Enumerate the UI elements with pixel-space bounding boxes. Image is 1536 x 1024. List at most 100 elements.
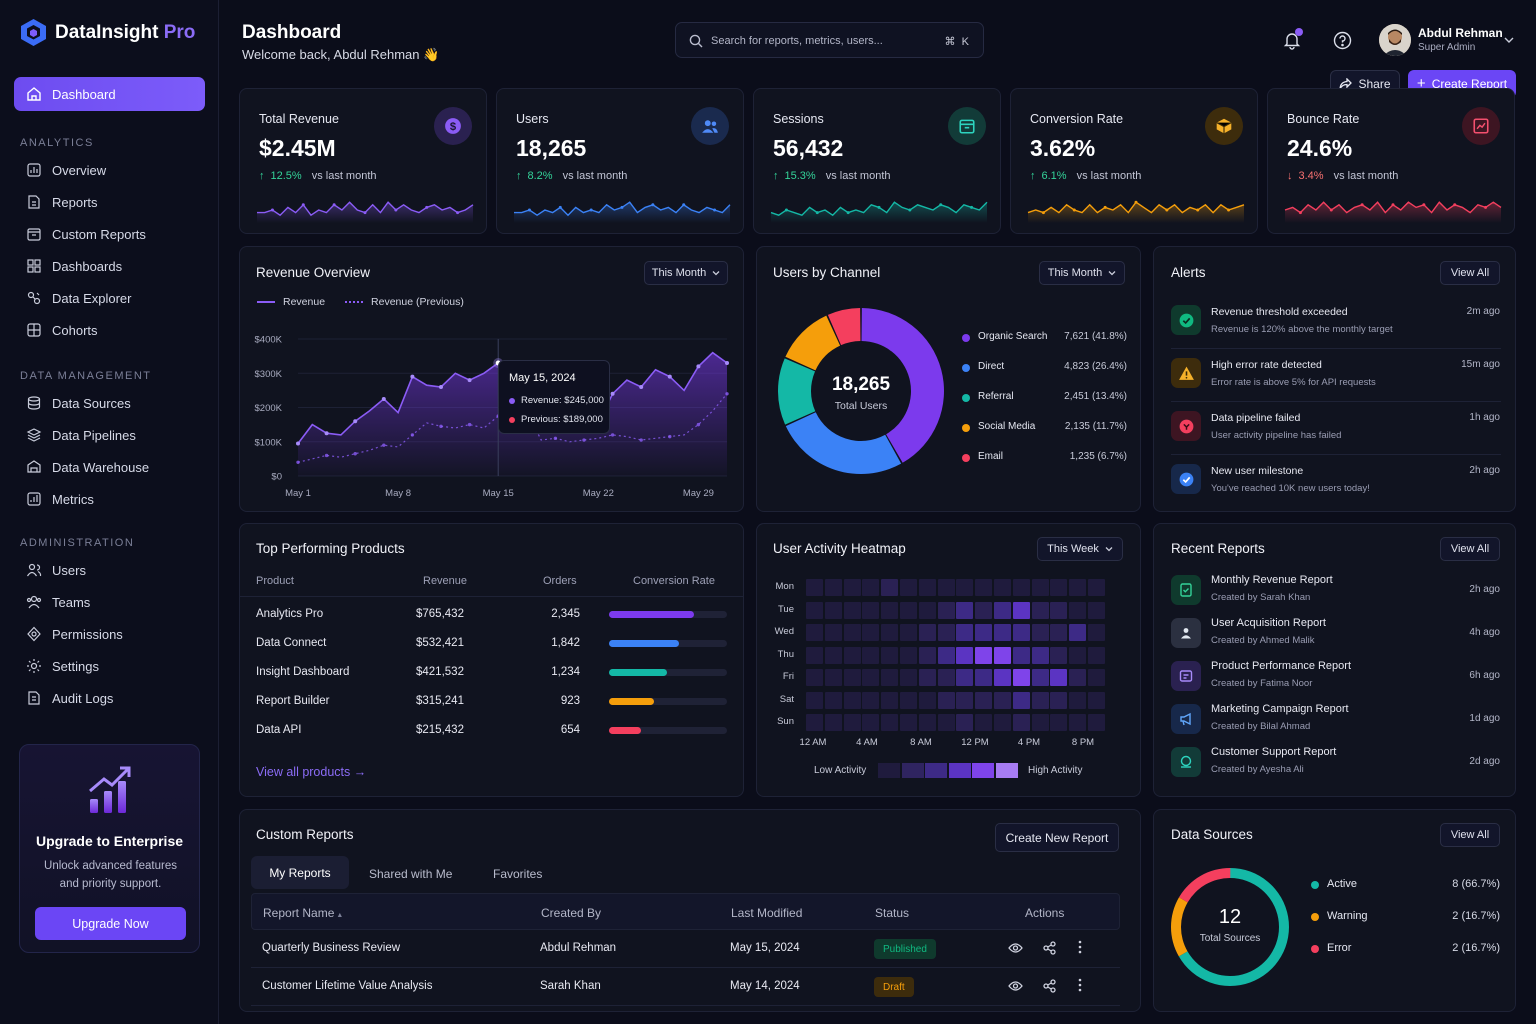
heatmap-cell[interactable] (1069, 646, 1087, 664)
heatmap-cell[interactable] (937, 714, 955, 731)
search-bar[interactable]: Search for reports, metrics, users... ⌘ … (675, 22, 984, 58)
heatmap-cell[interactable] (1050, 624, 1068, 641)
sources-view-all[interactable]: View All (1440, 823, 1500, 847)
heatmap-cell[interactable] (956, 601, 974, 619)
heatmap-cell[interactable] (1069, 579, 1087, 596)
heatmap-cell[interactable] (1031, 601, 1049, 619)
recent-view-all[interactable]: View All (1440, 537, 1500, 561)
nav-data-explorer[interactable]: Data Explorer (26, 288, 131, 308)
heatmap-cell[interactable] (843, 646, 861, 664)
heatmap-cell[interactable] (937, 579, 955, 596)
view-button[interactable] (1008, 942, 1023, 957)
heatmap-cell[interactable] (881, 714, 899, 731)
heatmap-cell[interactable] (1012, 669, 1030, 686)
product-row[interactable]: Data API $215,432 654 (240, 723, 743, 745)
heatmap-cell[interactable] (862, 579, 880, 596)
heatmap-cell[interactable] (918, 579, 936, 596)
heatmap-cell[interactable] (881, 624, 899, 641)
heatmap-cell[interactable] (975, 624, 993, 641)
nav-dashboard[interactable]: Dashboard (14, 77, 205, 111)
heatmap-cell[interactable] (1088, 624, 1105, 641)
alert-item[interactable]: New user milestone You've reached 10K new… (1154, 462, 1515, 514)
heatmap-cell[interactable] (1088, 691, 1105, 709)
heatmap-cell[interactable] (1050, 646, 1068, 664)
heatmap-cell[interactable] (994, 646, 1011, 664)
alert-item[interactable]: High error rate detected Error rate is ab… (1154, 356, 1515, 408)
heatmap-cell[interactable] (1088, 601, 1105, 619)
share-row-button[interactable] (1043, 941, 1056, 958)
heatmap-cell[interactable] (1088, 646, 1105, 664)
heatmap-cell[interactable] (918, 646, 936, 664)
heatmap-cell[interactable] (937, 624, 955, 641)
heatmap-cell[interactable] (994, 691, 1011, 709)
heatmap-cell[interactable] (975, 601, 993, 619)
heatmap-cell[interactable] (937, 669, 955, 686)
heatmap-cell[interactable] (956, 714, 974, 731)
alerts-view-all[interactable]: View All (1440, 261, 1500, 285)
heatmap-cell[interactable] (1050, 691, 1068, 709)
heatmap-cell[interactable] (806, 579, 823, 596)
heatmap-cell[interactable] (824, 646, 842, 664)
tab-favorites[interactable]: Favorites (493, 867, 543, 881)
more-button[interactable] (1078, 940, 1082, 957)
nav-dashboards[interactable]: Dashboards (26, 256, 122, 276)
heatmap-cell[interactable] (1031, 691, 1049, 709)
heatmap-cell[interactable] (881, 691, 899, 709)
heatmap-cell[interactable] (956, 646, 974, 664)
heatmap-cell[interactable] (806, 669, 823, 686)
heatmap-cell[interactable] (824, 691, 842, 709)
heatmap-cell[interactable] (956, 669, 974, 686)
heatmap-cell[interactable] (824, 579, 842, 596)
search-input[interactable]: Search for reports, metrics, users... (711, 35, 883, 47)
heatmap-cell[interactable] (1069, 714, 1087, 731)
alert-item[interactable]: Data pipeline failed User activity pipeli… (1154, 409, 1515, 461)
heatmap-cell[interactable] (937, 691, 955, 709)
heatmap-cell[interactable] (900, 691, 917, 709)
heatmap-cell[interactable] (806, 646, 823, 664)
heatmap-cell[interactable] (1069, 624, 1087, 641)
nav-reports[interactable]: Reports (26, 192, 98, 212)
heatmap-cell[interactable] (862, 646, 880, 664)
heatmap-cell[interactable] (918, 601, 936, 619)
nav-users[interactable]: Users (26, 560, 86, 580)
heatmap-cell[interactable] (994, 601, 1011, 619)
heatmap-cell[interactable] (1050, 601, 1068, 619)
heatmap-cell[interactable] (1012, 691, 1030, 709)
heatmap-cell[interactable] (975, 646, 993, 664)
upgrade-button[interactable]: Upgrade Now (35, 907, 186, 940)
heatmap-cell[interactable] (824, 714, 842, 731)
heatmap-cell[interactable] (1050, 714, 1068, 731)
nav-audit-logs[interactable]: Audit Logs (26, 688, 113, 708)
col-report-name[interactable]: Report Name ▲ (263, 906, 343, 920)
view-button[interactable] (1008, 980, 1023, 995)
app-logo[interactable]: DataInsight Pro (20, 18, 195, 47)
heatmap-cell[interactable] (843, 624, 861, 641)
heatmap-cell[interactable] (843, 669, 861, 686)
heatmap-cell[interactable] (1088, 669, 1105, 686)
alert-item[interactable]: Revenue threshold exceeded Revenue is 120… (1154, 303, 1515, 355)
product-row[interactable]: Data Connect $532,421 1,842 (240, 636, 743, 658)
heatmap-cell[interactable] (881, 601, 899, 619)
heatmap-cell[interactable] (975, 579, 993, 596)
heatmap-cell[interactable] (862, 624, 880, 641)
heatmap-cell[interactable] (994, 579, 1011, 596)
heatmap-cell[interactable] (824, 624, 842, 641)
heatmap-cell[interactable] (1088, 714, 1105, 731)
nav-custom-reports[interactable]: Custom Reports (26, 224, 146, 244)
product-row[interactable]: Analytics Pro $765,432 2,345 (240, 607, 743, 629)
heatmap-cell[interactable] (862, 714, 880, 731)
heatmap-cell[interactable] (806, 601, 823, 619)
heatmap-cell[interactable] (1012, 624, 1030, 641)
recent-report-item[interactable]: Product Performance Report Created by Fat… (1154, 658, 1515, 694)
heatmap-cell[interactable] (1031, 714, 1049, 731)
heatmap-cell[interactable] (900, 669, 917, 686)
heatmap-cell[interactable] (994, 624, 1011, 641)
heatmap-cell[interactable] (1012, 714, 1030, 731)
nav-data-pipelines[interactable]: Data Pipelines (26, 425, 136, 445)
view-all-products-link[interactable]: View all products → (256, 765, 367, 779)
heatmap-cell[interactable] (843, 691, 861, 709)
custom-report-row[interactable]: Quarterly Business Review Abdul Rehman May… (251, 930, 1120, 968)
heatmap-cell[interactable] (918, 691, 936, 709)
heatmap-cell[interactable] (843, 579, 861, 596)
kpi-sessions[interactable]: Sessions 56,432 ↑ 15.3% vs last month (753, 88, 1001, 234)
